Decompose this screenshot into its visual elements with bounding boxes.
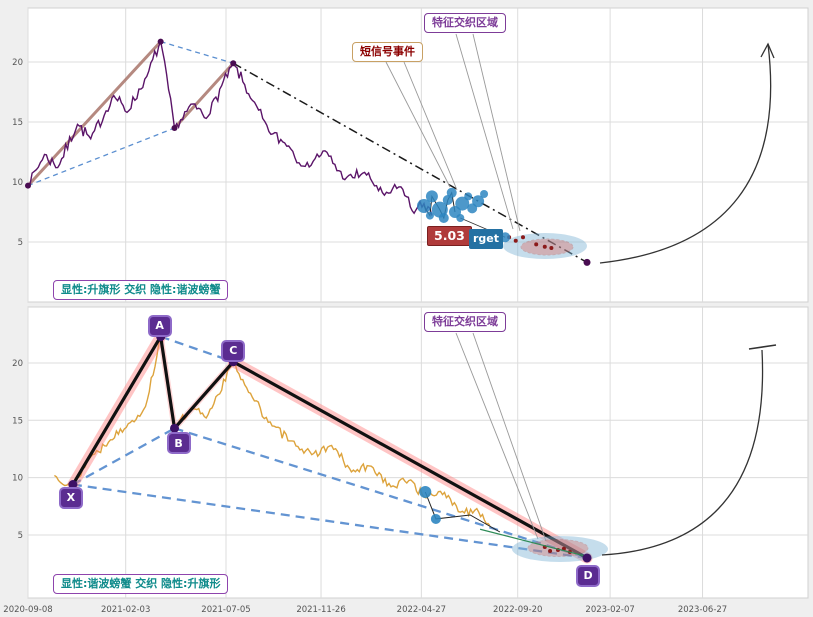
red-signal-dot — [542, 244, 547, 249]
red-signal-dot — [548, 549, 553, 554]
flagpole-trend-line — [173, 61, 235, 130]
signal-zigzag-line — [424, 491, 501, 533]
feature-overlap-label-top: 特征交织区域 — [424, 13, 506, 33]
signal-scatter-dot — [438, 213, 449, 223]
price-line-top — [27, 39, 433, 216]
y-tick-label: 10 — [12, 178, 23, 188]
red-signal-dot — [561, 546, 566, 551]
pattern-point-label-B: B — [166, 432, 191, 455]
annotation-leader-line — [455, 33, 514, 230]
pattern-point-label-D: D — [576, 564, 601, 587]
pattern-line-CD — [231, 360, 589, 560]
pattern-line-BC — [172, 360, 235, 430]
signal-scatter-dot — [455, 196, 470, 211]
x-tick-label: 2022-09-20 — [493, 605, 542, 615]
signal-scatter-dot — [480, 190, 489, 198]
y-tick-label: 10 — [12, 474, 23, 484]
y-tick-label: 20 — [12, 58, 23, 68]
highlight-ellipse-red — [527, 539, 589, 557]
caption-top: 显性:升旗形 交织 隐性:谐波螃蟹 — [53, 280, 229, 300]
flag-channel-dashed-line — [160, 40, 234, 64]
red-signal-dot — [521, 235, 525, 240]
signal-scatter-dot — [472, 195, 485, 208]
y-tick-label: 15 — [12, 416, 23, 426]
projection-arc-bottom — [601, 349, 764, 556]
signal-scatter-dot — [425, 190, 438, 203]
pattern-dashed-line-AC — [160, 335, 234, 363]
pattern-line-AB — [159, 334, 177, 430]
x-tick-label: 2020-09-08 — [3, 605, 52, 615]
y-tick-label: 15 — [12, 118, 23, 128]
x-tick-label: 2023-02-07 — [585, 605, 634, 615]
flagpole-trend-line — [26, 40, 163, 188]
pattern-dashed-line-XB — [72, 427, 176, 486]
pattern-point-B — [170, 423, 180, 433]
x-tick-label: 2022-04-27 — [397, 605, 446, 615]
annotation-leader-line — [472, 332, 547, 542]
signal-scatter-dot — [419, 485, 432, 498]
pattern-point-label-X: X — [58, 486, 83, 509]
y-tick-label: 5 — [18, 238, 23, 248]
red-signal-dot — [534, 242, 539, 247]
x-tick-label: 2023-06-27 — [678, 605, 727, 615]
annotation-leader-line — [455, 332, 539, 540]
price-badge: 5.03 — [427, 226, 472, 246]
annotation-leader-line — [472, 33, 521, 232]
red-signal-dot — [549, 246, 554, 250]
x-tick-label: 2021-11-26 — [296, 605, 345, 615]
short-signal-label: 短信号事件 — [352, 42, 423, 62]
pivot-marker — [25, 182, 31, 189]
signal-scatter-dot — [446, 187, 457, 198]
pattern-point-label-A: A — [147, 314, 172, 337]
pattern-point-D — [582, 553, 592, 563]
end-point-marker — [583, 258, 591, 266]
pattern-point-label-C: C — [221, 339, 246, 362]
pivot-marker — [230, 60, 237, 67]
annotation-leader-line — [385, 61, 451, 188]
pivot-marker — [171, 125, 178, 131]
projection-arc-top — [599, 43, 772, 264]
signal-scatter-dot — [464, 192, 473, 201]
signal-scatter-dot — [425, 211, 434, 220]
highlight-ellipse-red — [520, 238, 574, 256]
pattern-line-XA — [71, 334, 163, 487]
signal-scatter-dot — [417, 199, 431, 213]
y-tick-label: 5 — [18, 531, 23, 541]
pivot-marker — [157, 38, 164, 45]
x-tick-label: 2021-02-03 — [101, 605, 150, 615]
red-signal-dot — [513, 238, 518, 243]
y-tick-label: 20 — [12, 359, 23, 369]
bottom-panel-background — [27, 306, 809, 599]
annotation-leader-line — [403, 61, 458, 191]
pattern-dashed-line-XD — [72, 483, 588, 560]
caption-bottom: 显性:谐波螃蟹 交织 隐性:升旗形 — [53, 574, 229, 594]
pattern-dashed-line-BD — [174, 427, 588, 560]
arrowhead-icon — [760, 42, 775, 59]
x-tick-label: 2021-07-05 — [201, 605, 250, 615]
signal-scatter-dot — [456, 214, 465, 222]
signal-scatter-dot — [430, 513, 441, 524]
green-projection-line — [479, 528, 586, 557]
price-line-bottom — [53, 336, 491, 527]
target-badge: rget — [469, 229, 504, 249]
feature-overlap-label-bottom: 特征交织区域 — [424, 312, 506, 332]
arc-end-cap — [748, 344, 777, 350]
